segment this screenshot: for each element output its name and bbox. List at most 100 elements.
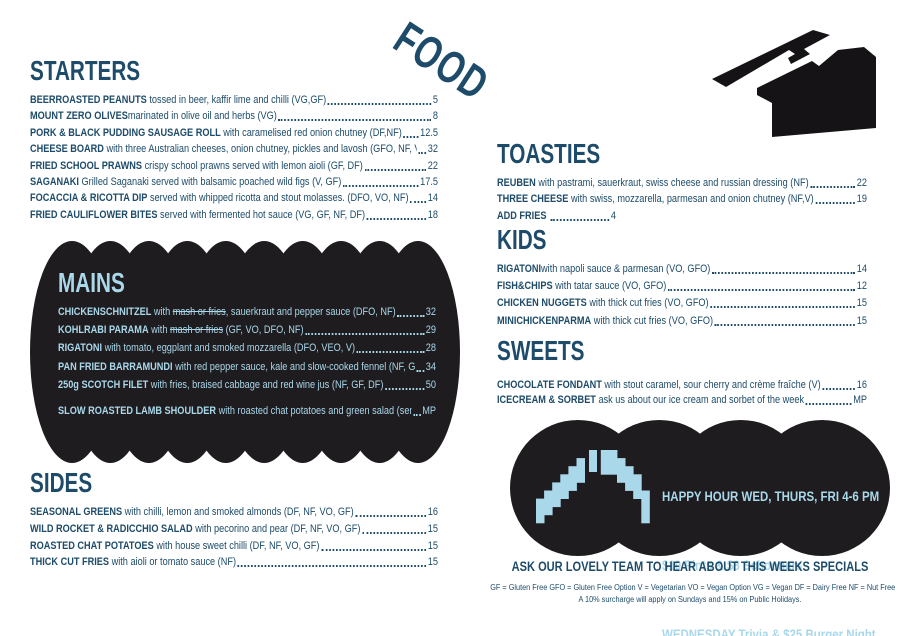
circles-blob-background [510, 420, 890, 556]
item-price: 14 [427, 192, 438, 205]
toasties-items: REUBEN with pastrami, sauerkraut, swiss c… [497, 177, 867, 223]
menu-item: ADD FRIES 4 [497, 210, 616, 223]
item-name: 250g SCOTCH FILET [58, 378, 149, 391]
specials-line: HAPPY HOUR WED, THURS, FRI 4-6 PM [662, 489, 880, 504]
item-description: ask us about our ice cream and sorbet of… [598, 393, 805, 406]
section-sides: SIDES SEASONAL GREENS with chilli, lemon … [30, 468, 438, 573]
menu-item: CHOCOLATE FONDANT with stout caramel, sou… [497, 379, 867, 392]
item-description: with fries, braised cabbage and red wine… [150, 378, 384, 391]
surcharge-note: A 10% surcharge will apply on Sundays an… [578, 594, 802, 604]
kids-items: RIGATONI with napoli sauce & parmesan (VO… [497, 263, 867, 328]
item-description: with pastrami, sauerkraut, swiss cheese … [538, 177, 809, 189]
footer-headline: ASK OUR LOVELY TEAM TO HEAR ABOUT THIS W… [511, 559, 869, 574]
dots-leader [815, 202, 856, 205]
item-price: 14 [856, 263, 868, 275]
item-price: 29 [425, 324, 436, 337]
item-description: with swiss, mozzarella, parmesan and oni… [570, 193, 814, 206]
sweets-title: SWEETS [497, 335, 585, 366]
menu-item: FISH&CHIPS with tatar sauce (VO, GFO) 12 [497, 280, 867, 293]
item-price: 15 [856, 314, 868, 327]
menu-item: PAN FRIED BARRAMUNDI with red pepper sauc… [58, 361, 436, 374]
menu-item: KOHLRABI PARAMA with mash or fries (GF, V… [58, 324, 436, 337]
item-price: 19 [856, 193, 868, 206]
item-name: ROASTED CHAT POTATOES [30, 539, 154, 552]
starters-items: BEERROASTED PEANUTS tossed in beer, kaffi… [30, 94, 438, 222]
item-description: with house sweet chilli (DF, NF, VO, GF) [156, 539, 320, 552]
dots-leader [403, 135, 419, 138]
item-description: with three Australian cheeses, onion chu… [106, 143, 417, 156]
item-description: with mash or fries (GF, VO, DFO, NF) [151, 324, 304, 337]
item-name: PORK & BLACK PUDDING SAUSAGE ROLL [30, 126, 221, 139]
item-description: with red pepper sauce, kale and slow-coo… [175, 360, 415, 373]
dots-leader [237, 565, 427, 568]
item-price: 22 [427, 159, 438, 172]
item-description: with tatar sauce (VO, GFO) [555, 280, 667, 293]
item-name: SEASONAL GREENS [30, 506, 123, 518]
sides-title: SIDES [30, 467, 93, 498]
sides-items: SEASONAL GREENS with chilli, lemon and sm… [30, 506, 438, 569]
item-description: with roasted chat potatoes and green sal… [218, 404, 412, 417]
item-description: with chilli, lemon and smoked almonds (D… [124, 506, 354, 518]
item-price: 12 [856, 280, 868, 293]
menu-item: SEASONAL GREENS with chilli, lemon and sm… [30, 506, 438, 519]
dots-leader [321, 548, 427, 551]
pixel-arch-icon [536, 450, 650, 524]
item-name: MINICHICKENPARMA [497, 314, 592, 327]
menu-item: REUBEN with pastrami, sauerkraut, swiss c… [497, 177, 867, 190]
dots-leader [356, 351, 425, 354]
item-description: with aioli or tomato sauce (NF) [111, 556, 237, 569]
menu-item: SLOW ROASTED LAMB SHOULDER with roasted c… [58, 405, 436, 418]
menu-item: WILD ROCKET & RADICCHIO SALAD with pecori… [30, 523, 438, 536]
menu-item: MINICHICKENPARMA with thick cut fries (VO… [497, 315, 867, 328]
dots-leader [410, 201, 427, 204]
item-name: THREE CHEESE [497, 193, 569, 206]
dots-leader [668, 289, 856, 292]
item-description: with tomato, eggplant and smoked mozzare… [104, 342, 356, 355]
item-name: SAGANAKI [30, 175, 79, 188]
item-price: 50 [425, 378, 436, 391]
item-price: 16 [856, 379, 868, 391]
section-sweets: SWEETS CHOCOLATE FONDANT with stout caram… [497, 336, 867, 408]
mains-title: MAINS [58, 267, 125, 298]
item-name: ADD FRIES [497, 209, 547, 222]
item-description: served with fermented hot sauce (VG, GF,… [160, 208, 366, 221]
dots-leader [385, 387, 425, 390]
item-name: PAN FRIED BARRAMUNDI [58, 360, 173, 373]
item-description: with napoli sauce & parmesan (VO, GFO) [541, 263, 711, 275]
section-kids: KIDS RIGATONI with napoli sauce & parmesa… [497, 225, 867, 332]
item-name: KOHLRABI PARAMA [58, 324, 149, 337]
specials-line: WEDNESDAY Trivia & $25 Burger Night [662, 627, 876, 636]
menu-item: FRIED SCHOOL PRAWNS crispy school prawns … [30, 160, 438, 173]
menu-item: FRIED CAULIFLOWER BITES served with ferme… [30, 209, 438, 222]
menu-item: FOCACCIA & RICOTTA DIP served with whippe… [30, 192, 438, 205]
item-price: MP [422, 404, 436, 417]
item-description: marinated in olive oil and herbs (VG) [127, 110, 277, 123]
menu-item: ICECREAM & SORBET ask us about our ice cr… [497, 394, 867, 407]
item-name: RIGATONI [58, 342, 103, 355]
item-name: CHICKENSCHNITZEL [58, 306, 152, 318]
section-mains: MAINS CHICKENSCHNITZEL with mash or fries… [30, 241, 460, 463]
specials-blob: HAPPY HOUR WED, THURS, FRI 4-6 PM $10 Pi… [510, 420, 890, 636]
toasties-title: TOASTIES [497, 138, 601, 169]
item-name: CHICKEN NUGGETS [497, 297, 587, 310]
specials-line: $10 Pints & $8 Schooners [662, 558, 803, 573]
menu-item: PORK & BLACK PUDDING SAUSAGE ROLL with ca… [30, 127, 438, 140]
dots-leader [362, 531, 427, 534]
item-name: CHOCOLATE FONDANT [497, 379, 602, 391]
item-description: with mash or fries, sauerkraut and peppe… [153, 306, 396, 318]
menu-item: RIGATONI with tomato, eggplant and smoked… [58, 342, 436, 355]
item-name: ICECREAM & SORBET [497, 393, 596, 406]
sweets-items: CHOCOLATE FONDANT with stout caramel, sou… [497, 379, 867, 407]
dots-leader [714, 323, 856, 326]
mains-content: MAINS CHICKENSCHNITZEL with mash or fries… [58, 268, 436, 423]
item-price: 15 [427, 539, 438, 552]
item-description: with thick cut fries (VO, GFO) [589, 297, 709, 310]
item-name: THICK CUT FRIES [30, 556, 110, 569]
item-description: with caramelised red onion chutney (DF,N… [223, 126, 402, 139]
dots-leader [712, 272, 856, 274]
item-price: 15 [427, 556, 438, 569]
menu-item: MOUNT ZERO OLIVES marinated in olive oil … [30, 110, 438, 123]
menu-item: RIGATONI with napoli sauce & parmesan (VO… [497, 263, 867, 276]
dots-leader [364, 168, 427, 171]
item-price: 17.5 [420, 175, 438, 188]
